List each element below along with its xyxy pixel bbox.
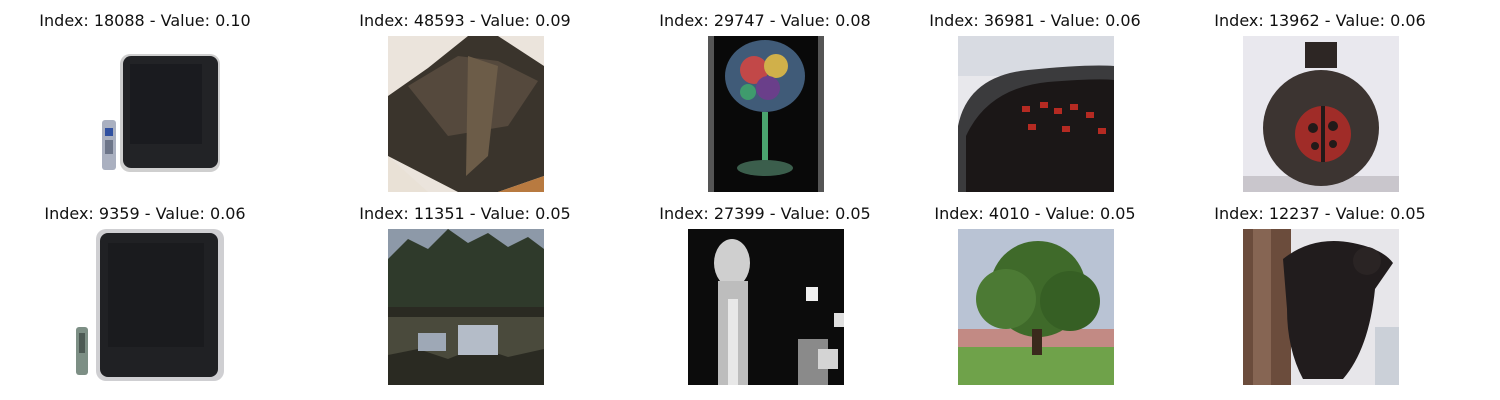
tile-title: Index: 36981 - Value: 0.06	[929, 11, 1141, 30]
image-tile-3: Index: 29747 - Value: 0.08	[620, 0, 910, 192]
image-tile-10: Index: 12237 - Value: 0.05	[1175, 193, 1465, 385]
image-tile-7: Index: 11351 - Value: 0.05	[320, 193, 610, 385]
lake-reflection-image	[388, 229, 544, 385]
glass-image	[688, 36, 844, 192]
tile-title: Index: 13962 - Value: 0.06	[1214, 11, 1426, 30]
image-tile-6: Index: 9359 - Value: 0.06	[0, 193, 290, 385]
alarm-clock-image	[958, 36, 1114, 192]
grayscale-portrait-image	[688, 229, 844, 385]
image-tile-5: Index: 13962 - Value: 0.06	[1175, 0, 1465, 192]
image-tile-2: Index: 48593 - Value: 0.09	[320, 0, 610, 192]
tree-image	[958, 229, 1114, 385]
tile-title: Index: 12237 - Value: 0.05	[1214, 204, 1426, 223]
tile-title: Index: 27399 - Value: 0.05	[659, 204, 871, 223]
image-tile-4: Index: 36981 - Value: 0.06	[890, 0, 1180, 192]
image-tile-9: Index: 4010 - Value: 0.05	[890, 193, 1180, 385]
tile-title: Index: 4010 - Value: 0.05	[934, 204, 1136, 223]
ladybug-jar-image	[1243, 36, 1399, 192]
black-bear-image	[1243, 229, 1399, 385]
crt-television-image	[68, 229, 224, 385]
tile-title: Index: 11351 - Value: 0.05	[359, 204, 571, 223]
dark-object-image	[388, 36, 544, 192]
tile-title: Index: 9359 - Value: 0.06	[44, 204, 246, 223]
image-tile-8: Index: 27399 - Value: 0.05	[620, 193, 910, 385]
tile-title: Index: 29747 - Value: 0.08	[659, 11, 871, 30]
tile-title: Index: 48593 - Value: 0.09	[359, 11, 571, 30]
crt-television-image	[68, 36, 224, 192]
image-tile-1: Index: 18088 - Value: 0.10	[0, 0, 290, 192]
tile-title: Index: 18088 - Value: 0.10	[39, 11, 251, 30]
